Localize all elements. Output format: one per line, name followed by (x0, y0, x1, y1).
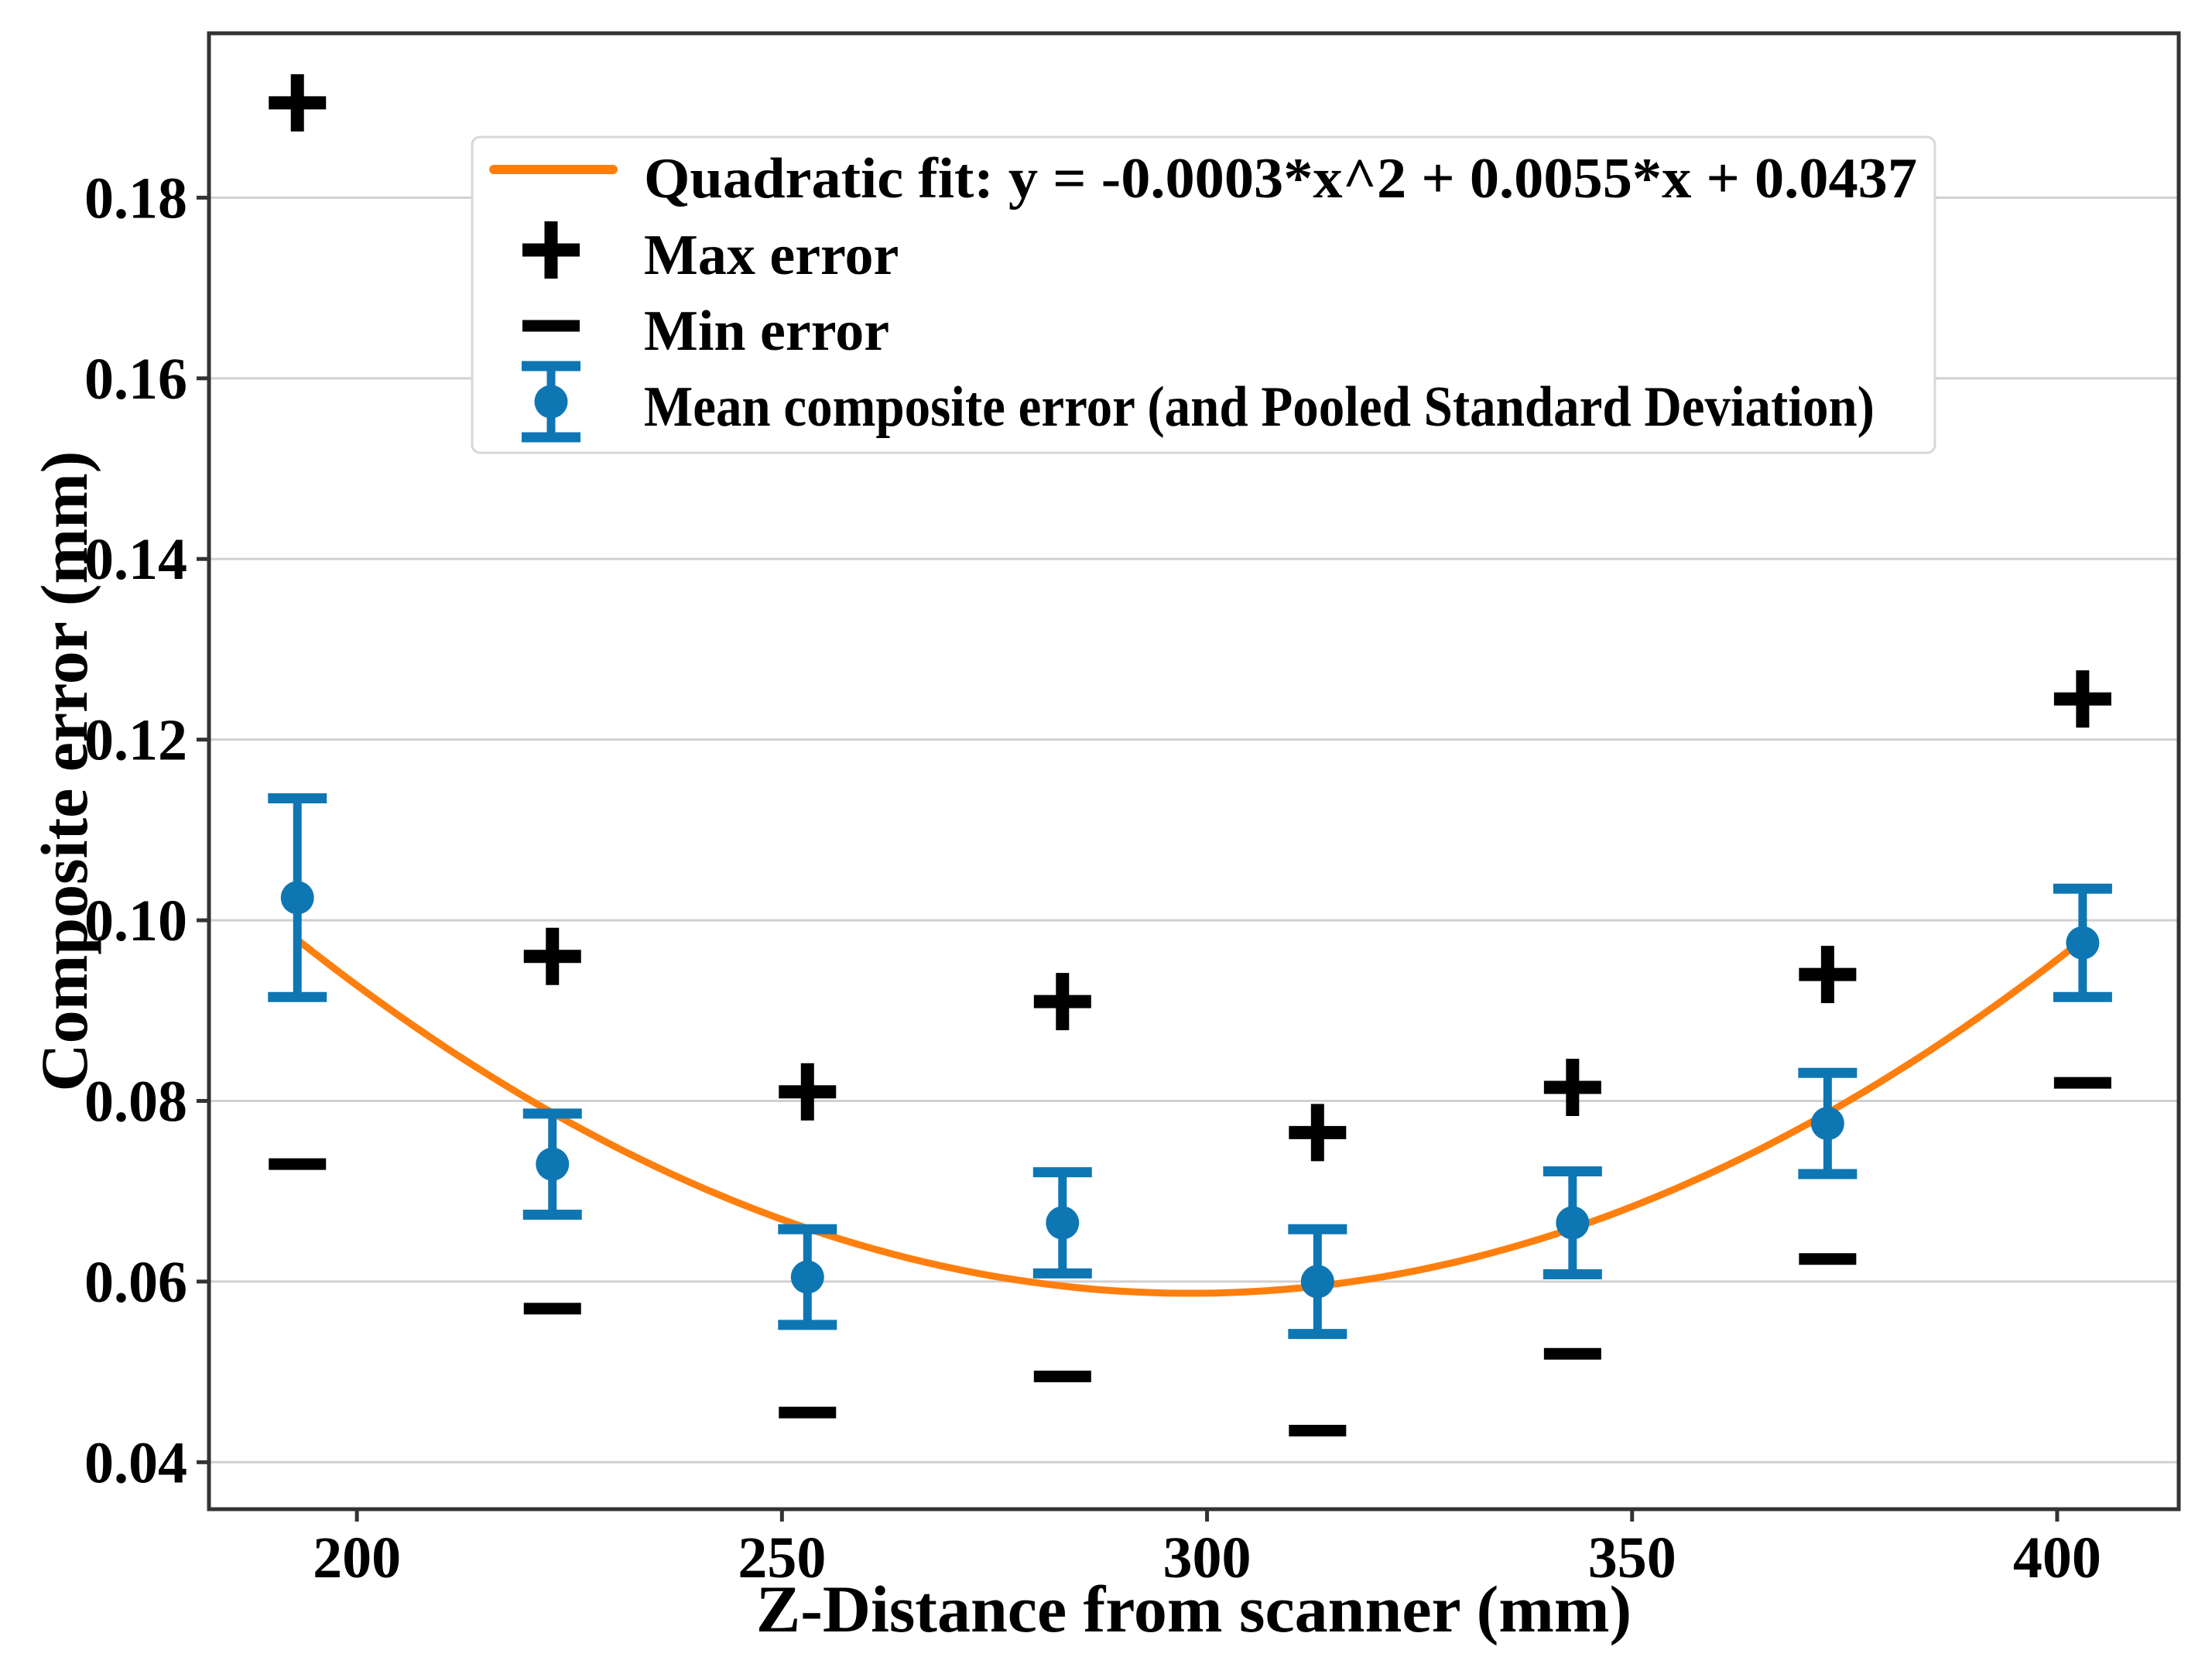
mean-dot (1046, 1206, 1080, 1240)
mean-errorbar (1288, 1224, 1347, 1340)
x-axis-title: Z-Distance from scanner (mm) (756, 1572, 1632, 1646)
max-error-marker (779, 1063, 837, 1121)
max-error-series (269, 74, 2111, 1162)
max-error-marker (1799, 946, 1857, 1004)
mean-errorbar (268, 793, 327, 1002)
mean-errorbar (1032, 1167, 1092, 1279)
mean-dot (1300, 1265, 1334, 1299)
axis-ticks: 200 250 300 350 400 0.04 0.06 0.08 0.10 0.12 0.14 0… (84, 166, 2101, 1590)
mean-errorbar (1543, 1166, 1602, 1280)
mean-dot (534, 385, 568, 419)
legend-label: Mean composite error (and Pooled Standar… (644, 375, 1875, 439)
x-tick-label: 400 (2013, 1525, 2101, 1590)
mean-errorbar (778, 1224, 837, 1330)
mean-dot (2066, 926, 2100, 960)
y-tick-label: 0.14 (84, 527, 187, 592)
legend-entry-min-error: Min error (522, 300, 889, 363)
y-tick-label: 0.18 (84, 166, 187, 231)
mean-errorbar (522, 1108, 582, 1220)
mean-errorbar-series (268, 793, 2112, 1340)
max-error-marker (269, 74, 327, 132)
legend-label: Quadratic fit: y = -0.0003*x^2 + 0.0055*… (644, 147, 1917, 211)
quadratic-fit-line (293, 936, 2087, 1297)
x-tick-label: 300 (1163, 1525, 1252, 1590)
legend: Quadratic fit: y = -0.0003*x^2 + 0.0055*… (471, 135, 1936, 454)
mean-dot (280, 881, 314, 915)
max-error-marker (2053, 670, 2111, 728)
y-axis-title: Composite error (mm) (27, 451, 101, 1092)
y-tick-label: 0.12 (84, 708, 187, 773)
legend-label: Min error (644, 300, 889, 363)
y-tick-label: 0.10 (84, 888, 187, 953)
max-error-marker (1543, 1058, 1601, 1116)
mean-dot (536, 1147, 570, 1181)
legend-box (471, 135, 1936, 454)
mean-dot (1810, 1107, 1844, 1141)
legend-entry-max-error: Max error (522, 221, 899, 287)
y-tick-label: 0.06 (84, 1250, 187, 1315)
y-tick-label: 0.08 (84, 1069, 187, 1134)
max-error-marker (1289, 1104, 1347, 1162)
x-tick-label: 250 (738, 1525, 826, 1590)
legend-entry-mean-error: Mean composite error (and Pooled Standar… (522, 361, 1875, 443)
plot-frame (207, 31, 2181, 1511)
x-tick-label: 350 (1588, 1525, 1676, 1590)
mean-dot (790, 1260, 824, 1294)
max-error-marker (523, 927, 581, 985)
mean-errorbar (2053, 883, 2112, 1002)
legend-label: Max error (644, 224, 899, 287)
y-tick-label: 0.16 (84, 347, 187, 412)
y-tick-label: 0.04 (84, 1430, 187, 1495)
mean-errorbar (1798, 1067, 1858, 1179)
legend-entry-quadratic-fit: Quadratic fit: y = -0.0003*x^2 + 0.0055*… (489, 147, 1917, 211)
min-error-series (269, 1077, 2111, 1436)
mean-dot (1556, 1206, 1590, 1240)
max-error-marker (1033, 973, 1091, 1031)
x-tick-label: 200 (313, 1525, 401, 1590)
